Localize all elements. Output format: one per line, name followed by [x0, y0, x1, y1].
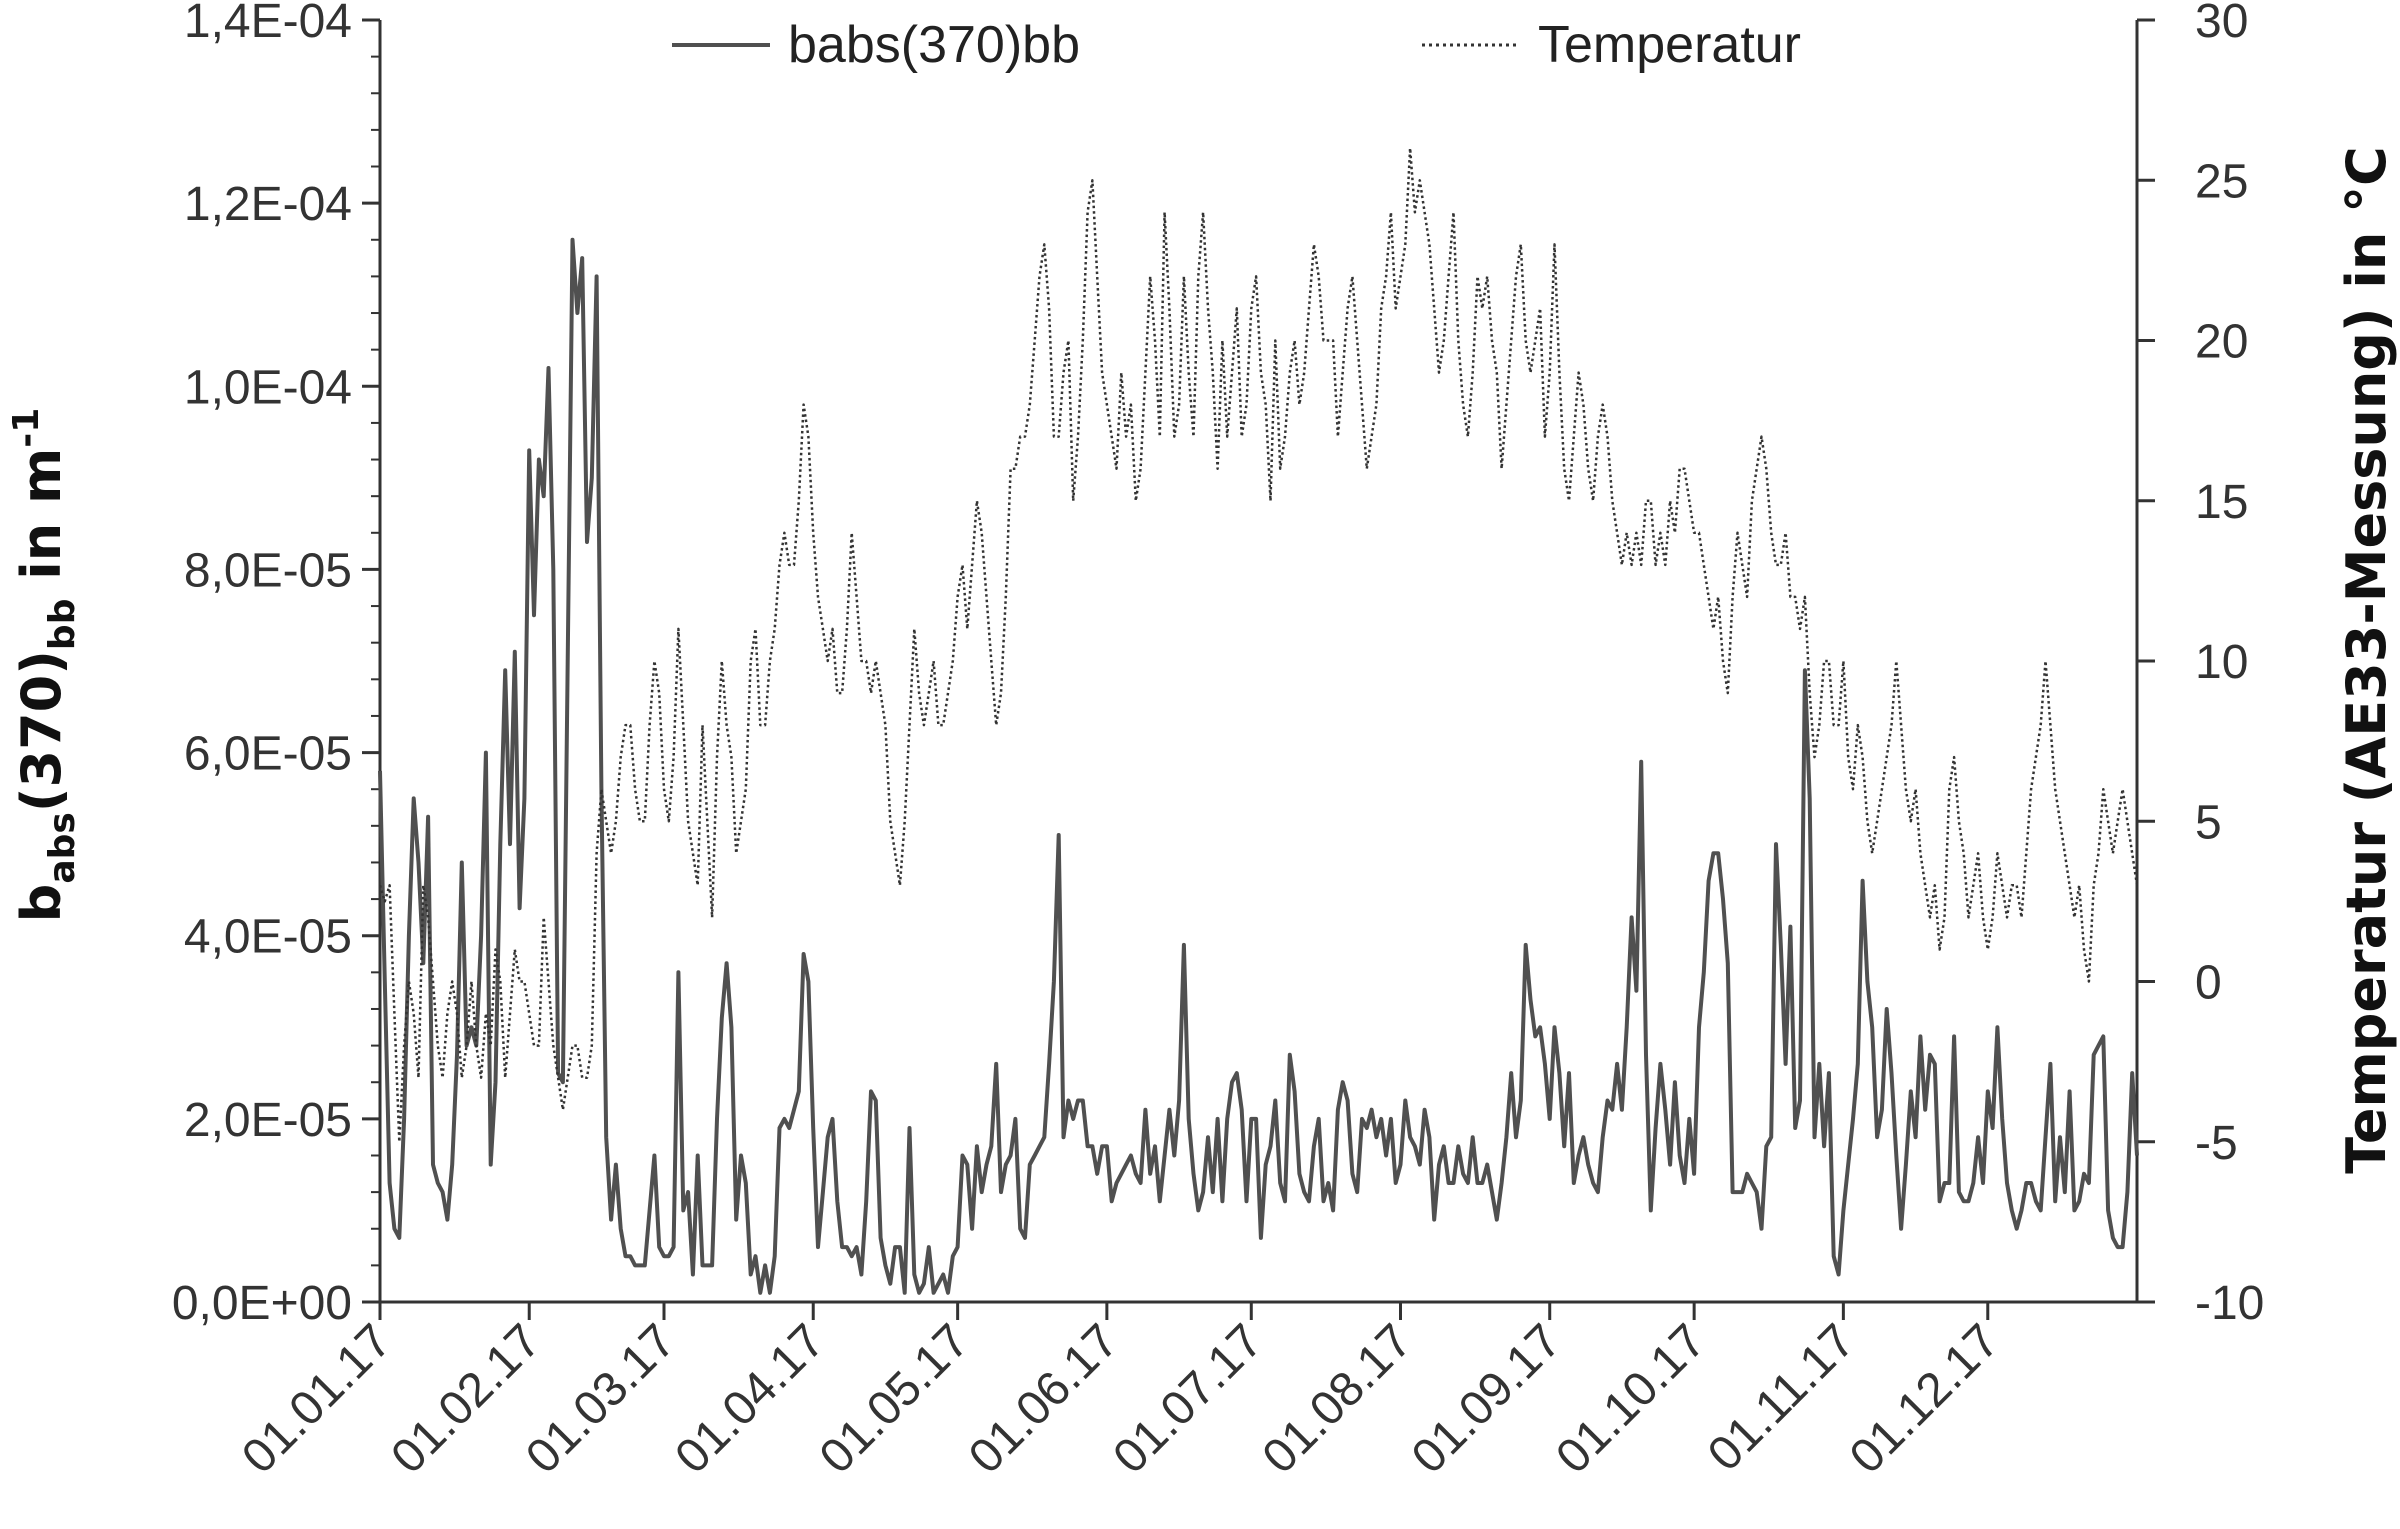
x-tick-label: 01.02.17 — [381, 1314, 551, 1484]
x-tick-label: 01.03.17 — [516, 1314, 686, 1484]
left-y-tick-label: 2,0E-05 — [184, 1094, 352, 1147]
axes — [378, 20, 2139, 1304]
x-tick-label: 01.10.17 — [1546, 1314, 1716, 1484]
series-line-babs — [378, 237, 2139, 1295]
left-y-tick-label: 6,0E-05 — [184, 728, 352, 781]
legend: babs(370)bb Temperatur — [672, 16, 1801, 74]
left-y-tick-label: 8,0E-05 — [184, 544, 352, 597]
x-tick-label: 01.11.17 — [1698, 1314, 1865, 1481]
x-ticks: 01.01.1701.02.1701.03.1701.04.1701.05.17… — [232, 1302, 2010, 1484]
x-tick-label: 01.12.17 — [1840, 1314, 2010, 1484]
x-tick-label: 01.09.17 — [1402, 1314, 1572, 1484]
x-tick-label: 01.07.17 — [1103, 1314, 1273, 1484]
right-y-ticks: -10 -5 0 5 10 15 20 25 30 — [2137, 0, 2264, 1330]
series-line-temperatur — [378, 146, 2139, 1144]
left-y-tick-label: 4,0E-05 — [184, 911, 352, 964]
left-y-tick-label: 1,4E-04 — [184, 0, 352, 48]
y-axis-title-left: babs(370)bb in m-1 — [6, 408, 83, 923]
right-y-tick-label: 25 — [2195, 155, 2248, 208]
x-tick-label: 01.04.17 — [665, 1314, 835, 1484]
x-tick-label: 01.08.17 — [1253, 1314, 1423, 1484]
right-y-tick-label: 20 — [2195, 316, 2248, 369]
left-y-tick-label: 0,0E+00 — [172, 1277, 352, 1330]
left-y-ticks: 0,0E+00 2,0E-05 4,0E-05 6,0E-05 8,0E-05 1,0E-… — [172, 0, 380, 1330]
legend-label-temperatur: Temperatur — [1538, 16, 1801, 74]
left-y-tick-label: 1,2E-04 — [184, 178, 352, 231]
right-y-tick-label: 10 — [2195, 636, 2248, 689]
right-y-tick-label: 0 — [2195, 957, 2222, 1010]
right-y-tick-label: 5 — [2195, 796, 2222, 849]
right-y-tick-label: 30 — [2195, 0, 2248, 48]
x-tick-label: 01.01.17 — [232, 1314, 402, 1484]
x-tick-label: 01.06.17 — [959, 1314, 1129, 1484]
right-y-tick-label: 15 — [2195, 476, 2248, 529]
y-axis-title-right: Temperatur (AE33-Messung) in °C — [2335, 146, 2398, 1174]
right-y-tick-label: -5 — [2195, 1117, 2238, 1170]
right-y-tick-label: -10 — [2195, 1277, 2264, 1330]
x-tick-label: 01.05.17 — [810, 1314, 980, 1484]
legend-label-babs: babs(370)bb — [788, 16, 1080, 74]
left-y-tick-label: 1,0E-04 — [184, 361, 352, 414]
series — [378, 146, 2139, 1295]
